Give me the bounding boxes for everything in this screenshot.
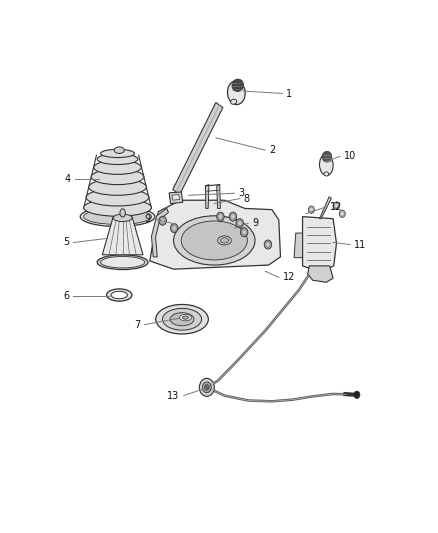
Ellipse shape	[84, 199, 152, 216]
Ellipse shape	[101, 256, 145, 268]
Circle shape	[335, 204, 338, 207]
Text: 12: 12	[330, 202, 343, 212]
Circle shape	[229, 212, 237, 221]
Polygon shape	[294, 233, 303, 257]
Circle shape	[170, 224, 178, 232]
Ellipse shape	[322, 151, 332, 162]
Polygon shape	[303, 216, 336, 272]
Circle shape	[231, 215, 235, 219]
Polygon shape	[173, 102, 223, 195]
Circle shape	[236, 219, 244, 228]
Ellipse shape	[162, 309, 201, 330]
Ellipse shape	[111, 292, 127, 298]
Text: 2: 2	[269, 145, 276, 155]
Circle shape	[339, 210, 345, 217]
Ellipse shape	[220, 238, 229, 243]
Text: 10: 10	[344, 151, 356, 161]
Ellipse shape	[97, 255, 148, 270]
Ellipse shape	[120, 209, 125, 217]
Circle shape	[310, 208, 313, 211]
Ellipse shape	[91, 169, 144, 184]
Ellipse shape	[113, 214, 132, 222]
Ellipse shape	[231, 99, 237, 104]
Text: 7: 7	[134, 320, 141, 329]
Polygon shape	[150, 200, 280, 269]
Ellipse shape	[84, 209, 152, 224]
Polygon shape	[152, 208, 169, 257]
Ellipse shape	[114, 147, 124, 154]
Ellipse shape	[170, 313, 194, 326]
Circle shape	[354, 391, 360, 399]
Ellipse shape	[94, 160, 141, 174]
Circle shape	[333, 202, 339, 209]
Polygon shape	[172, 195, 180, 200]
Text: 13: 13	[167, 391, 180, 401]
Ellipse shape	[106, 289, 132, 301]
Text: 4: 4	[65, 174, 71, 184]
Circle shape	[266, 243, 270, 247]
Ellipse shape	[218, 236, 231, 245]
Circle shape	[341, 212, 344, 215]
Text: 8: 8	[244, 193, 250, 204]
Circle shape	[219, 215, 222, 219]
Circle shape	[161, 219, 164, 223]
Polygon shape	[320, 197, 332, 219]
Polygon shape	[217, 184, 220, 208]
Circle shape	[240, 228, 248, 237]
Ellipse shape	[227, 81, 245, 104]
Text: 11: 11	[354, 239, 367, 249]
Circle shape	[159, 216, 166, 225]
Ellipse shape	[86, 189, 149, 206]
Text: 12: 12	[283, 272, 295, 282]
Circle shape	[217, 212, 224, 221]
Ellipse shape	[88, 179, 146, 195]
Ellipse shape	[181, 221, 247, 260]
Circle shape	[243, 230, 246, 235]
Text: 9: 9	[145, 214, 151, 224]
Circle shape	[199, 378, 214, 397]
Circle shape	[308, 206, 314, 213]
Ellipse shape	[173, 216, 255, 265]
Text: 3: 3	[239, 188, 245, 198]
Circle shape	[205, 384, 209, 390]
Ellipse shape	[180, 314, 191, 321]
Text: 6: 6	[63, 291, 69, 301]
Ellipse shape	[97, 154, 138, 165]
Circle shape	[238, 221, 241, 225]
Polygon shape	[169, 192, 183, 204]
Polygon shape	[102, 217, 143, 255]
Circle shape	[202, 382, 211, 393]
Ellipse shape	[319, 154, 333, 175]
Text: 9: 9	[252, 218, 258, 228]
Polygon shape	[307, 266, 333, 282]
Ellipse shape	[182, 316, 188, 319]
Ellipse shape	[101, 149, 134, 158]
Ellipse shape	[156, 304, 208, 334]
Ellipse shape	[80, 207, 155, 227]
Text: 1: 1	[286, 88, 293, 99]
Circle shape	[264, 240, 272, 249]
Ellipse shape	[324, 172, 328, 176]
Ellipse shape	[232, 79, 244, 92]
Text: 5: 5	[63, 238, 69, 247]
Circle shape	[173, 226, 176, 230]
Polygon shape	[205, 184, 209, 208]
